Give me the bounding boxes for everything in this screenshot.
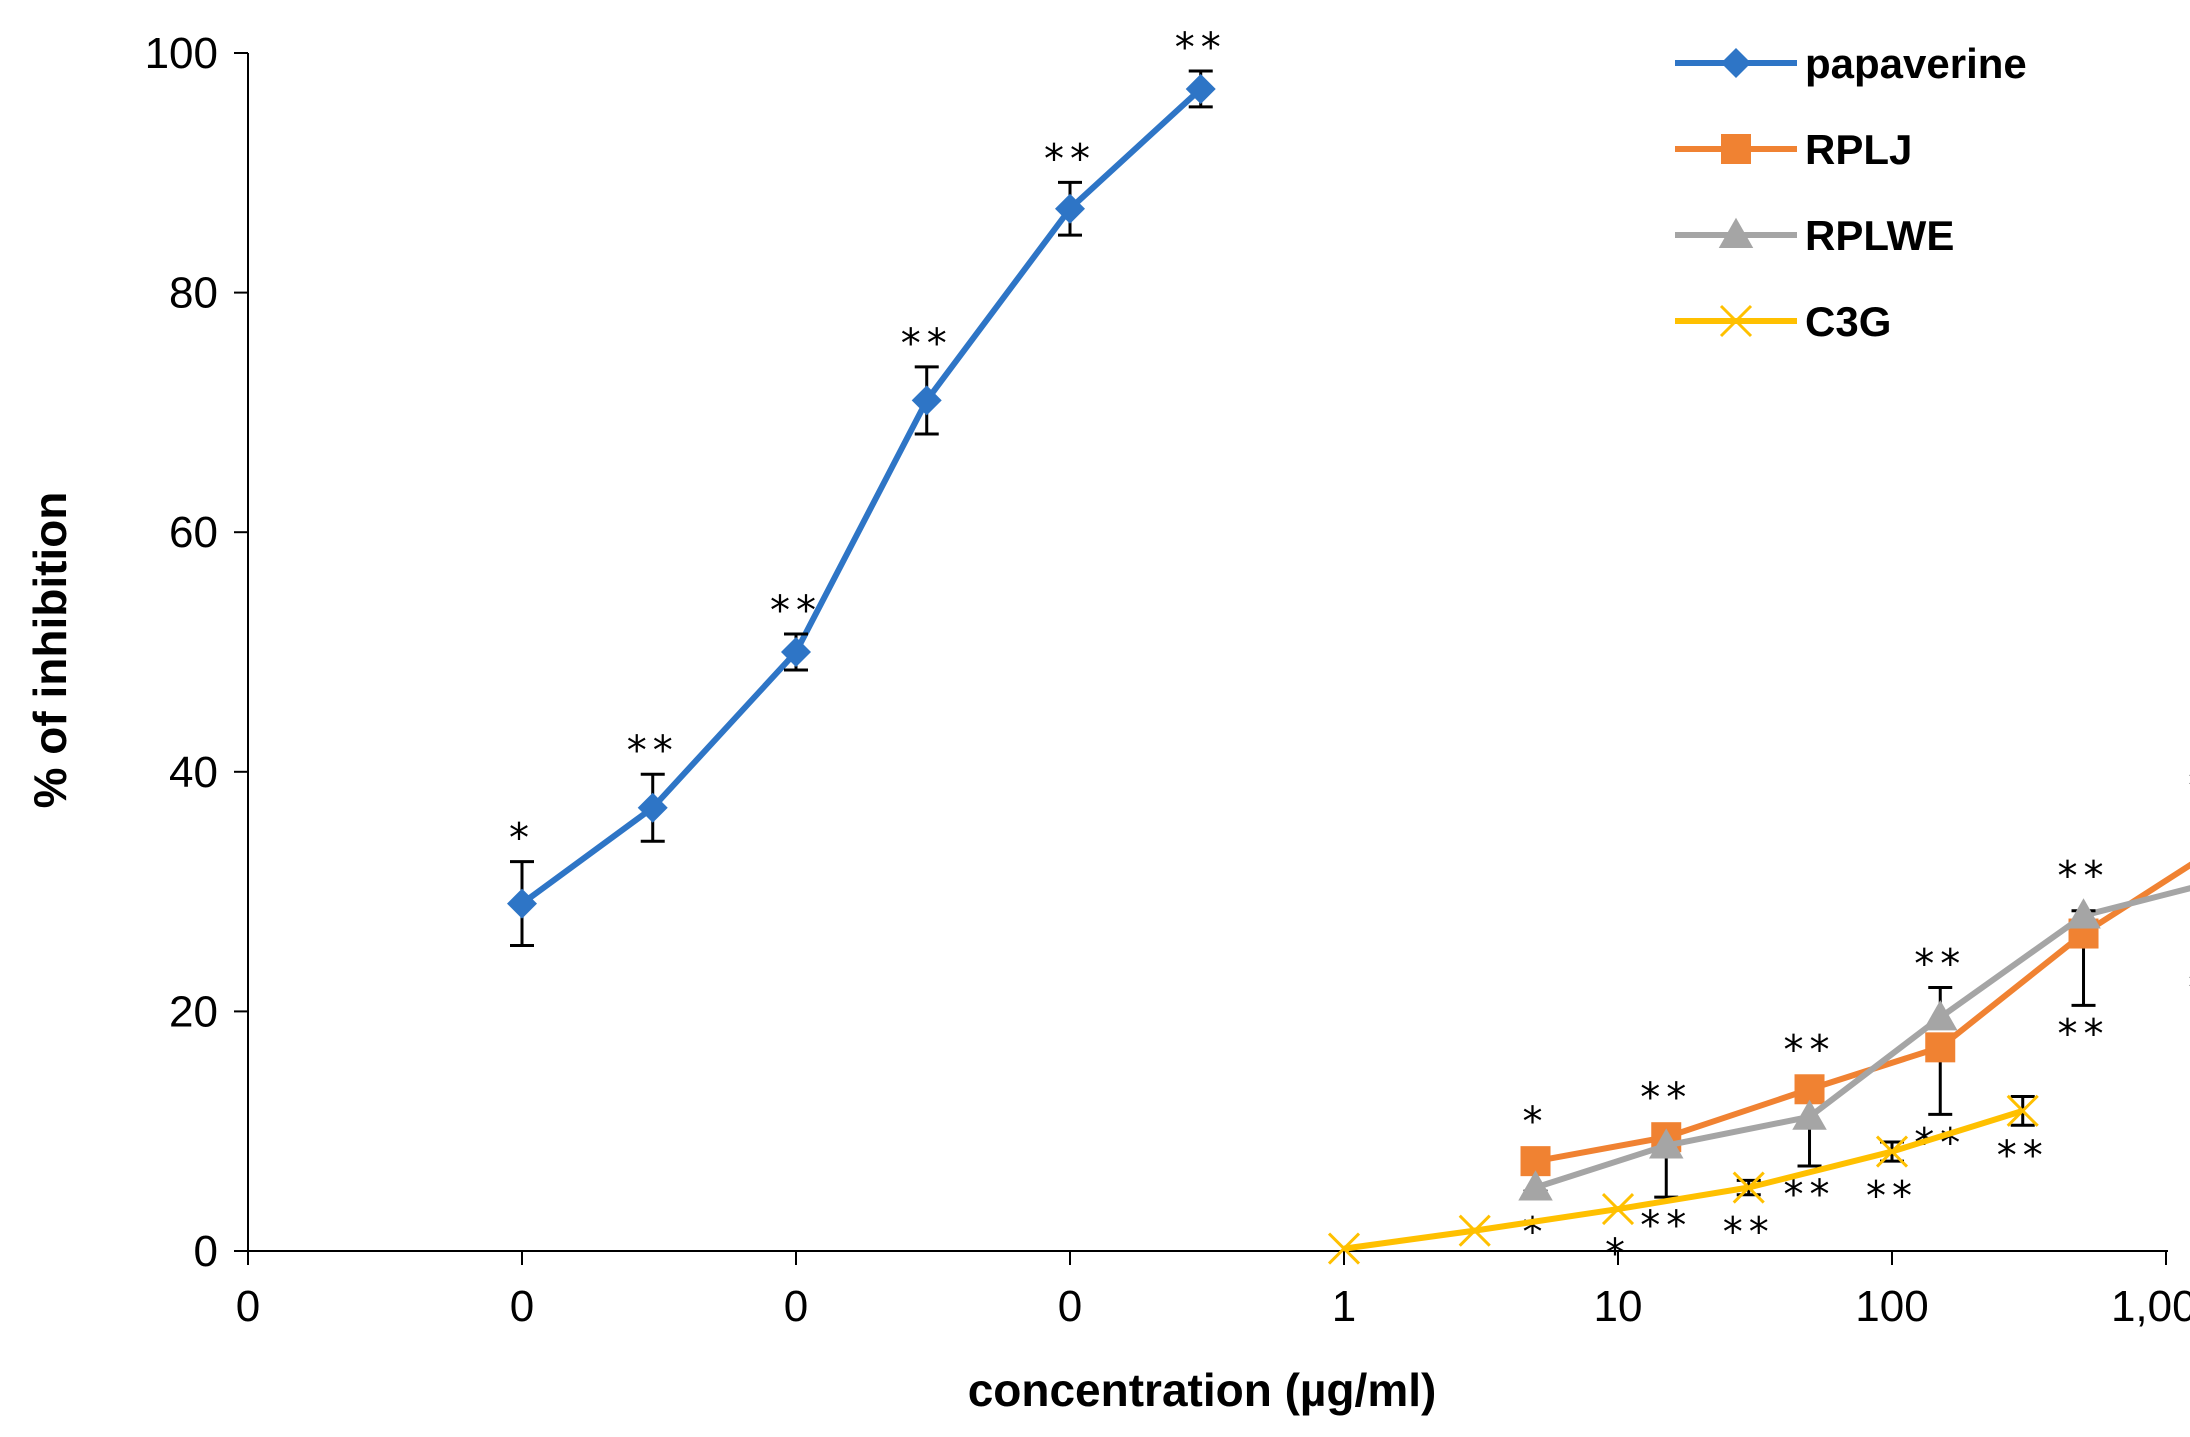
significance-label: **	[1640, 1203, 1692, 1249]
y-tick-label: 100	[145, 29, 218, 78]
legend-item-rplwe: RPLWE	[1675, 212, 1954, 259]
series-c3g: * ******	[1327, 1094, 2049, 1277]
y-tick-label: 60	[169, 508, 218, 557]
legend-item-rplj: RPLJ	[1675, 126, 1912, 173]
x-tick-label: 0	[1058, 1282, 1082, 1331]
data-point	[1648, 1128, 1684, 1159]
x-tick-label: 0	[236, 1282, 260, 1331]
data-point	[1518, 1170, 1553, 1201]
data-point	[1327, 1232, 1361, 1265]
legend-item-papaverine: papaverine	[1675, 40, 2027, 87]
significance-label: **	[2058, 1011, 2110, 1057]
significance-label: **	[2058, 854, 2110, 900]
axes	[234, 52, 2168, 1265]
x-tick-label: 10	[1594, 1282, 1643, 1331]
data-point	[1922, 1000, 1958, 1031]
legend-marker	[1719, 304, 1753, 338]
legend-marker	[1721, 134, 1751, 164]
significance-label: **	[1866, 1174, 1918, 1220]
x-marker-stroke	[2006, 1094, 2039, 1127]
x-tick-label: 0	[510, 1282, 534, 1331]
series-line	[1534, 885, 2190, 1191]
data-point	[1792, 1099, 1827, 1130]
x-marker-stroke	[1719, 304, 1753, 338]
data-point	[1055, 193, 1085, 224]
significance-label: **	[1044, 136, 1096, 182]
legend-label: papaverine	[1805, 40, 2027, 87]
data-point	[1458, 1214, 1491, 1247]
significance-label: **	[770, 588, 822, 634]
data-point	[2066, 898, 2101, 929]
x-tick-label: 1,000	[2111, 1282, 2190, 1331]
significance-label: **	[1640, 1075, 1692, 1121]
x-tick-label: 0	[784, 1282, 808, 1331]
legend-marker	[1718, 217, 1754, 248]
x-marker-stroke	[1458, 1214, 1491, 1247]
data-point	[911, 385, 942, 416]
significance-label: *	[509, 816, 535, 862]
data-point	[1925, 1032, 1956, 1063]
data-point	[1601, 1193, 1635, 1226]
significance-label: **	[1997, 1133, 2049, 1179]
x-tick-label: 1	[1332, 1282, 1356, 1331]
significance-label: **	[1914, 941, 1966, 987]
data-point	[2006, 1094, 2039, 1127]
x-axis-title: concentration (µg/ml)	[968, 1364, 1437, 1416]
y-tick-label: 0	[194, 1227, 218, 1276]
y-axis-title: % of inhibition	[24, 492, 76, 809]
legend: papaverine RPLJ RPLWE C3G	[1675, 40, 2027, 345]
legend-marker	[1721, 48, 1751, 78]
significance-label: **	[1784, 1027, 1836, 1073]
significance-label: *	[1605, 1231, 1631, 1277]
x-marker-stroke	[1327, 1232, 1361, 1265]
x-marker-stroke	[1601, 1193, 1635, 1226]
series-line	[520, 86, 1203, 906]
legend-label: RPLJ	[1805, 126, 1912, 173]
series-rplj: ***********	[1520, 764, 2190, 1177]
significance-label: **	[2188, 764, 2190, 810]
data-point	[781, 637, 811, 667]
significance-label: **	[1723, 1210, 1775, 1256]
significance-label: **	[1175, 25, 1227, 71]
x-marker-stroke	[1875, 1135, 1909, 1168]
data-point	[1794, 1074, 1825, 1105]
significance-label: **	[627, 728, 679, 774]
significance-label: *	[1523, 1210, 1549, 1256]
y-tick-label: 80	[169, 269, 218, 318]
series-line	[1343, 1107, 2024, 1252]
legend-item-c3g: C3G	[1675, 298, 1891, 345]
series-layer: ****************************************	[507, 25, 2190, 1277]
significance-label: **	[2188, 966, 2190, 1012]
data-point	[507, 888, 537, 919]
significance-label: *	[1523, 1099, 1549, 1145]
legend-label: C3G	[1805, 298, 1891, 345]
y-tick-label: 40	[169, 748, 218, 797]
series-papaverine: ***********	[507, 25, 1227, 948]
data-point	[1185, 73, 1216, 104]
y-tick-label: 20	[169, 987, 218, 1036]
significance-label: **	[901, 321, 953, 367]
x-tick-label: 100	[1855, 1282, 1928, 1331]
legend-label: RPLWE	[1805, 212, 1954, 259]
data-point	[1875, 1135, 1909, 1168]
data-point	[637, 792, 668, 823]
x-marker-stroke	[1732, 1171, 1765, 1204]
data-point	[1732, 1171, 1765, 1204]
